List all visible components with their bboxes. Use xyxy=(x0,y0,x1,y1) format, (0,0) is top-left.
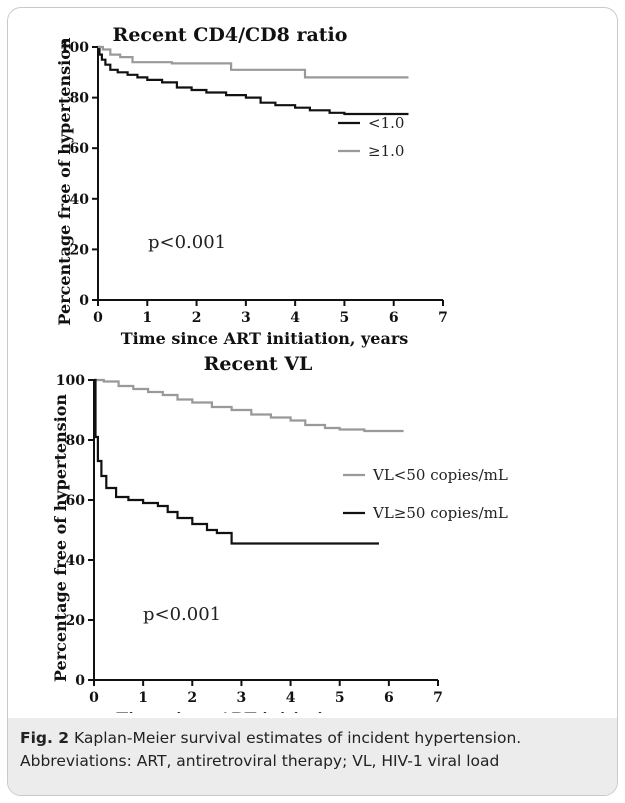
y-tick-label: 40 xyxy=(70,192,90,208)
figure-caption: Fig. 2 Kaplan-Meier survival estimates o… xyxy=(8,718,617,795)
x-tick-label: 6 xyxy=(384,690,394,706)
y-axis-label: Percentage free of hypertension xyxy=(55,37,74,326)
y-axis-label: Percentage free of hypertension xyxy=(51,394,70,683)
x-tick-label: 3 xyxy=(237,690,247,706)
legend-label: VL<50 copies/mL xyxy=(372,466,508,484)
chart-panel-2: Recent VL 0 1 2 3 4 5 6 7 0 20 40 60 80 100 Time since … xyxy=(51,353,508,713)
legend-label: <1.0 xyxy=(368,114,404,132)
x-tick-label: 5 xyxy=(335,690,345,706)
series-line-1 xyxy=(98,45,409,116)
p-value-annotation: p<0.001 xyxy=(143,604,221,625)
x-tick-label: 4 xyxy=(290,310,300,326)
x-axis-label: Time since ART initiation, years xyxy=(116,709,404,713)
x-tick-label: 6 xyxy=(389,310,399,326)
y-tick-label: 100 xyxy=(56,373,85,389)
x-tick-label: 1 xyxy=(142,310,152,326)
x-tick-label: 0 xyxy=(89,690,99,706)
y-tick-label: 20 xyxy=(70,242,90,258)
series-line-2 xyxy=(94,378,379,545)
series-line-1 xyxy=(94,378,404,433)
x-tick-label: 0 xyxy=(93,310,103,326)
x-tick-label: 5 xyxy=(340,310,350,326)
y-tick-label: 100 xyxy=(60,40,89,56)
caption-text: Kaplan-Meier survival estimates of incid… xyxy=(69,729,522,747)
chart-title: Recent CD4/CD8 ratio xyxy=(113,24,348,46)
x-tick-label: 4 xyxy=(286,690,296,706)
legend-label: ≥1.0 xyxy=(368,142,404,160)
x-axis-label: Time since ART initiation, years xyxy=(121,329,409,348)
y-tick-label: 80 xyxy=(66,433,86,449)
chart-title: Recent VL xyxy=(204,353,313,375)
caption-label: Fig. 2 xyxy=(20,729,70,747)
y-tick-label: 40 xyxy=(66,553,86,569)
y-tick-label: 20 xyxy=(66,613,86,629)
x-tick-label: 7 xyxy=(433,690,443,706)
x-tick-label: 2 xyxy=(192,310,202,326)
x-tick-label: 3 xyxy=(241,310,251,326)
series-line-2 xyxy=(98,45,409,79)
y-tick-label: 0 xyxy=(75,673,85,689)
x-tick-label: 2 xyxy=(187,690,197,706)
chart-panel-1: Recent CD4/CD8 ratio 0 1 2 3 4 5 6 7 0 20 40 60 80 100… xyxy=(55,24,448,348)
p-value-annotation: p<0.001 xyxy=(148,232,226,253)
figure-frame: Recent CD4/CD8 ratio 0 1 2 3 4 5 6 7 0 20 40 60 80 100… xyxy=(7,7,618,796)
x-tick-label: 1 xyxy=(138,690,148,706)
y-tick-label: 0 xyxy=(79,293,89,309)
y-tick-label: 60 xyxy=(66,493,86,509)
y-tick-label: 60 xyxy=(70,141,90,157)
legend-label: VL≥50 copies/mL xyxy=(372,504,508,522)
x-tick-label: 7 xyxy=(438,310,448,326)
caption-abbreviations: Abbreviations: ART, antiretroviral thera… xyxy=(20,752,500,770)
y-tick-label: 80 xyxy=(70,91,90,107)
